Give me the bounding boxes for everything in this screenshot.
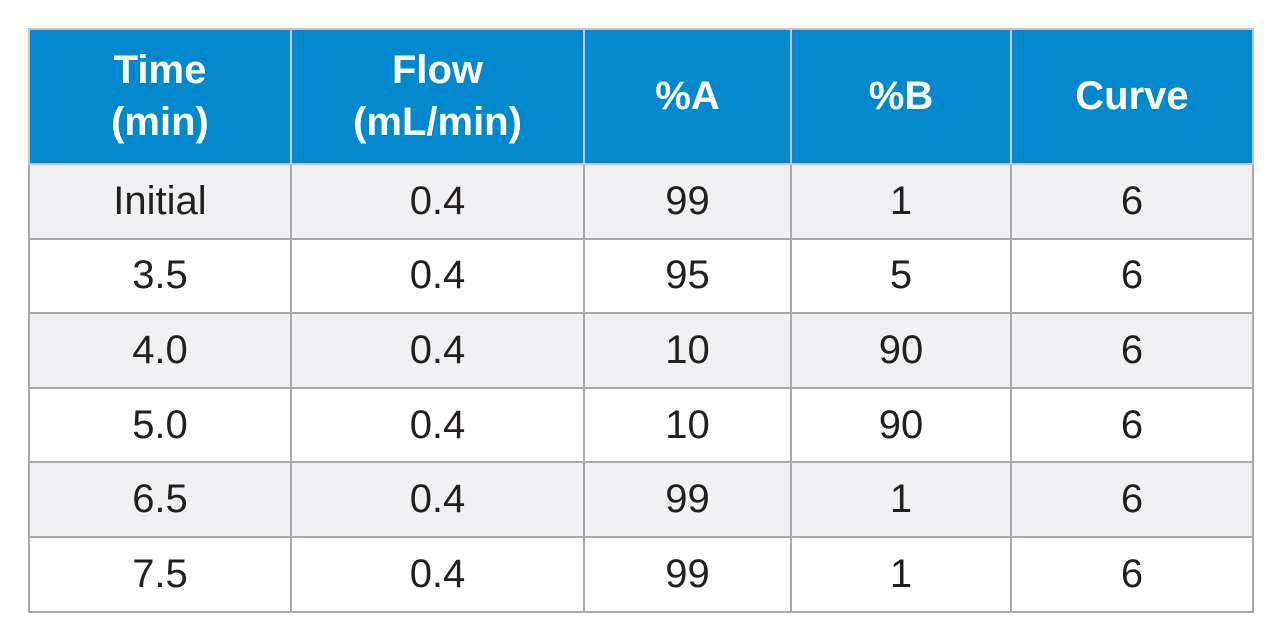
cell-curve: 6 <box>1010 535 1254 613</box>
cell-flow: 0.4 <box>290 163 585 240</box>
cell-percent-a: 10 <box>583 386 792 464</box>
cell-time: 7.5 <box>28 535 292 613</box>
table-row: 6.5 0.4 99 1 6 <box>28 461 1254 538</box>
cell-percent-a: 99 <box>583 163 792 240</box>
header-time-unit: (min) <box>111 99 209 144</box>
cell-percent-b: 1 <box>790 461 1012 538</box>
cell-percent-a: 99 <box>583 461 792 538</box>
header-curve: Curve <box>1010 28 1254 165</box>
table-row: 4.0 0.4 10 90 6 <box>28 312 1254 389</box>
cell-curve: 6 <box>1010 461 1254 538</box>
header-row: Time (min) Flow (mL/min) %A %B Curve <box>28 28 1254 165</box>
header-time: Time (min) <box>28 28 292 165</box>
cell-percent-b: 5 <box>790 237 1012 315</box>
table-row: 7.5 0.4 99 1 6 <box>28 535 1254 613</box>
header-curve-label: Curve <box>1075 73 1189 118</box>
cell-percent-a: 10 <box>583 312 792 389</box>
cell-percent-b: 1 <box>790 535 1012 613</box>
cell-percent-a: 95 <box>583 237 792 315</box>
cell-time: 5.0 <box>28 386 292 464</box>
table-row: 5.0 0.4 10 90 6 <box>28 386 1254 464</box>
cell-time: 6.5 <box>28 461 292 538</box>
cell-flow: 0.4 <box>290 461 585 538</box>
header-flow: Flow (mL/min) <box>290 28 585 165</box>
cell-flow: 0.4 <box>290 312 585 389</box>
header-time-label: Time <box>113 48 207 93</box>
table-row: 3.5 0.4 95 5 6 <box>28 237 1254 315</box>
header-percent-b: %B <box>790 28 1012 165</box>
cell-time: 3.5 <box>28 237 292 315</box>
cell-curve: 6 <box>1010 386 1254 464</box>
cell-flow: 0.4 <box>290 386 585 464</box>
header-percent-a: %A <box>583 28 792 165</box>
cell-flow: 0.4 <box>290 237 585 315</box>
cell-percent-b: 90 <box>790 386 1012 464</box>
header-percent-b-label: %B <box>868 73 934 118</box>
cell-curve: 6 <box>1010 312 1254 389</box>
cell-time: Initial <box>28 163 292 240</box>
header-flow-unit: (mL/min) <box>353 99 522 144</box>
cell-percent-b: 90 <box>790 312 1012 389</box>
cell-curve: 6 <box>1010 237 1254 315</box>
cell-time: 4.0 <box>28 312 292 389</box>
gradient-table-container: Time (min) Flow (mL/min) %A %B Curve <box>28 28 1254 613</box>
cell-percent-b: 1 <box>790 163 1012 240</box>
header-flow-label: Flow <box>391 48 484 93</box>
table-body: Initial 0.4 99 1 6 3.5 0.4 95 5 6 4.0 0.… <box>28 163 1254 613</box>
gradient-table: Time (min) Flow (mL/min) %A %B Curve <box>28 28 1254 613</box>
table-row: Initial 0.4 99 1 6 <box>28 163 1254 240</box>
table-header: Time (min) Flow (mL/min) %A %B Curve <box>28 28 1254 165</box>
cell-curve: 6 <box>1010 163 1254 240</box>
cell-flow: 0.4 <box>290 535 585 613</box>
cell-percent-a: 99 <box>583 535 792 613</box>
header-percent-a-label: %A <box>655 73 720 118</box>
